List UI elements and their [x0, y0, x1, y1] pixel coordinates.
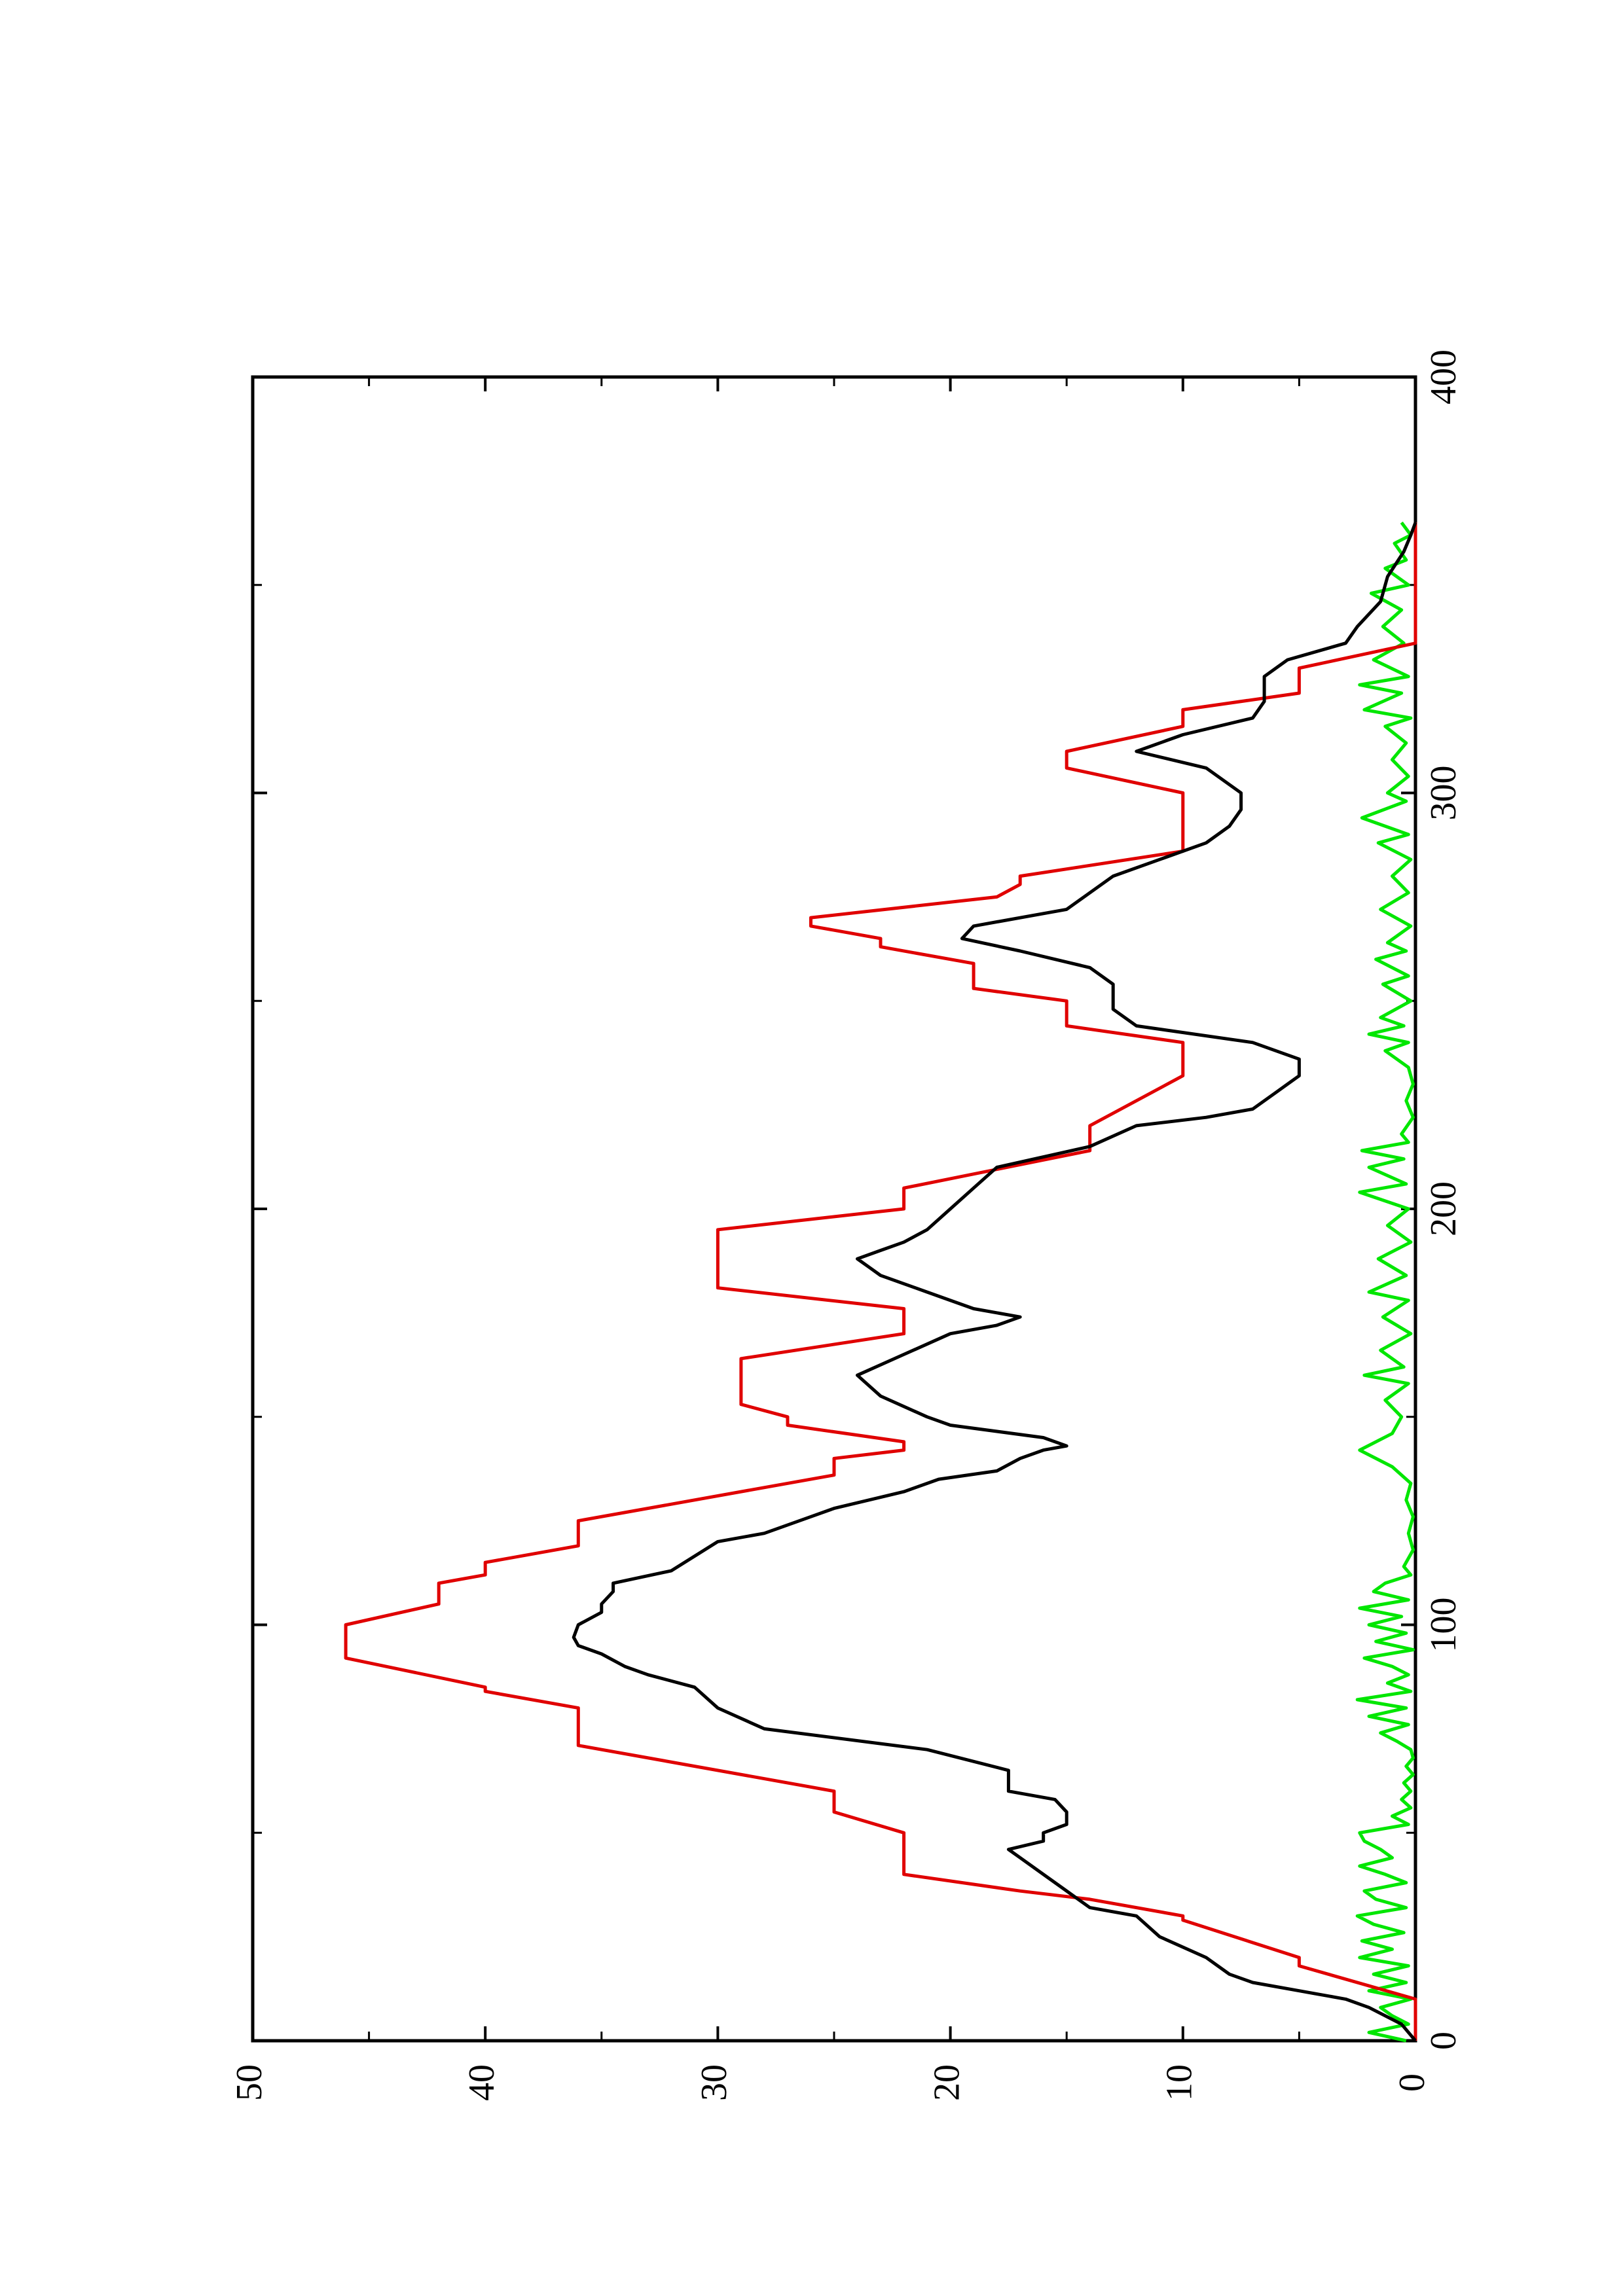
y-tick-label: 0 [1392, 2073, 1432, 2092]
series-layer [344, 521, 1417, 2043]
series-line-1 [572, 522, 1417, 2042]
x-tick-label: 0 [1423, 2032, 1464, 2050]
series-line-2 [1355, 521, 1415, 2043]
y-tick-label: 40 [462, 2064, 502, 2101]
series-line-0 [344, 522, 1417, 2041]
y-tick-label: 30 [694, 2064, 735, 2101]
x-tick-label: 200 [1423, 1181, 1464, 1236]
y-tick-label: 50 [229, 2064, 270, 2101]
axis-ticks [251, 376, 1417, 2042]
tick-labels: 0 100 200 300 400 0 10 20 30 40 50 [229, 350, 1464, 2101]
x-tick-label: 300 [1423, 766, 1464, 821]
x-tick-label: 400 [1423, 350, 1464, 404]
y-tick-label: 10 [1159, 2064, 1200, 2101]
y-tick-label: 20 [926, 2064, 967, 2101]
x-tick-label: 100 [1423, 1598, 1464, 1653]
